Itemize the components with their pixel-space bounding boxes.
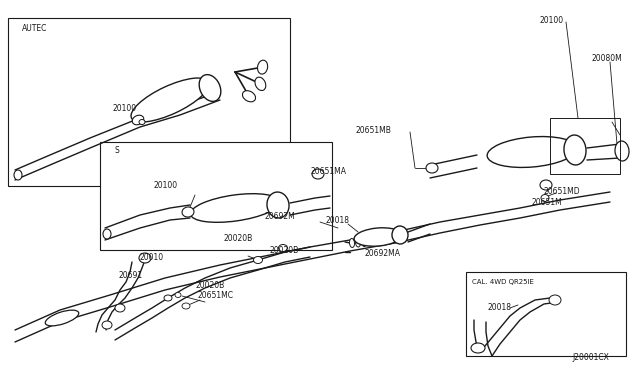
- Text: 20020B: 20020B: [196, 280, 225, 289]
- Text: S: S: [114, 145, 119, 154]
- Text: CAL. 4WD QR25IE: CAL. 4WD QR25IE: [472, 279, 534, 285]
- Ellipse shape: [257, 60, 268, 74]
- Ellipse shape: [426, 163, 438, 173]
- Ellipse shape: [615, 141, 629, 161]
- Text: 20692MA: 20692MA: [365, 248, 401, 257]
- Text: 20100: 20100: [154, 180, 178, 189]
- Text: 20100: 20100: [540, 16, 564, 25]
- Text: 20651M: 20651M: [532, 198, 563, 206]
- Text: J20001CX: J20001CX: [572, 353, 609, 362]
- Ellipse shape: [164, 295, 172, 301]
- Ellipse shape: [540, 180, 552, 190]
- Bar: [550, 118, 620, 174]
- Ellipse shape: [374, 237, 378, 246]
- Text: 20651MA: 20651MA: [311, 167, 347, 176]
- Ellipse shape: [349, 238, 355, 247]
- Ellipse shape: [175, 292, 181, 298]
- Text: 20651MB: 20651MB: [356, 125, 392, 135]
- Ellipse shape: [354, 228, 402, 246]
- Text: 20651MC: 20651MC: [198, 292, 234, 301]
- Ellipse shape: [131, 78, 209, 122]
- Ellipse shape: [191, 194, 280, 222]
- Ellipse shape: [14, 170, 22, 180]
- Text: 20018: 20018: [326, 215, 350, 224]
- Ellipse shape: [278, 244, 287, 251]
- Text: 20080M: 20080M: [592, 54, 623, 62]
- Ellipse shape: [355, 238, 360, 247]
- Ellipse shape: [182, 207, 194, 217]
- Ellipse shape: [487, 137, 577, 167]
- Ellipse shape: [253, 257, 262, 263]
- Text: 20010: 20010: [140, 253, 164, 263]
- Text: 20020B: 20020B: [270, 246, 300, 254]
- Text: 20692M: 20692M: [265, 212, 296, 221]
- Bar: [100, 142, 332, 250]
- Ellipse shape: [139, 253, 151, 263]
- Ellipse shape: [549, 295, 561, 305]
- Ellipse shape: [115, 304, 125, 312]
- Ellipse shape: [255, 77, 266, 90]
- Ellipse shape: [380, 236, 385, 245]
- Ellipse shape: [103, 229, 111, 239]
- Ellipse shape: [267, 192, 289, 218]
- Ellipse shape: [367, 237, 372, 246]
- Bar: [466, 272, 626, 356]
- Ellipse shape: [243, 91, 255, 102]
- Ellipse shape: [199, 75, 221, 102]
- Text: 20018: 20018: [488, 304, 512, 312]
- Text: 20651MD: 20651MD: [544, 186, 580, 196]
- Text: 20100: 20100: [112, 103, 136, 112]
- Ellipse shape: [45, 310, 79, 326]
- Ellipse shape: [564, 135, 586, 165]
- Ellipse shape: [132, 115, 144, 125]
- Text: AUTEC: AUTEC: [22, 23, 47, 32]
- Ellipse shape: [392, 226, 408, 244]
- Ellipse shape: [471, 343, 485, 353]
- Ellipse shape: [139, 119, 145, 125]
- Ellipse shape: [102, 321, 112, 329]
- Bar: [8, 18, 290, 186]
- Text: 20691: 20691: [118, 272, 142, 280]
- Ellipse shape: [362, 237, 367, 247]
- Ellipse shape: [182, 303, 190, 309]
- Ellipse shape: [541, 195, 549, 202]
- Text: 20020B: 20020B: [224, 234, 253, 243]
- Ellipse shape: [312, 169, 324, 179]
